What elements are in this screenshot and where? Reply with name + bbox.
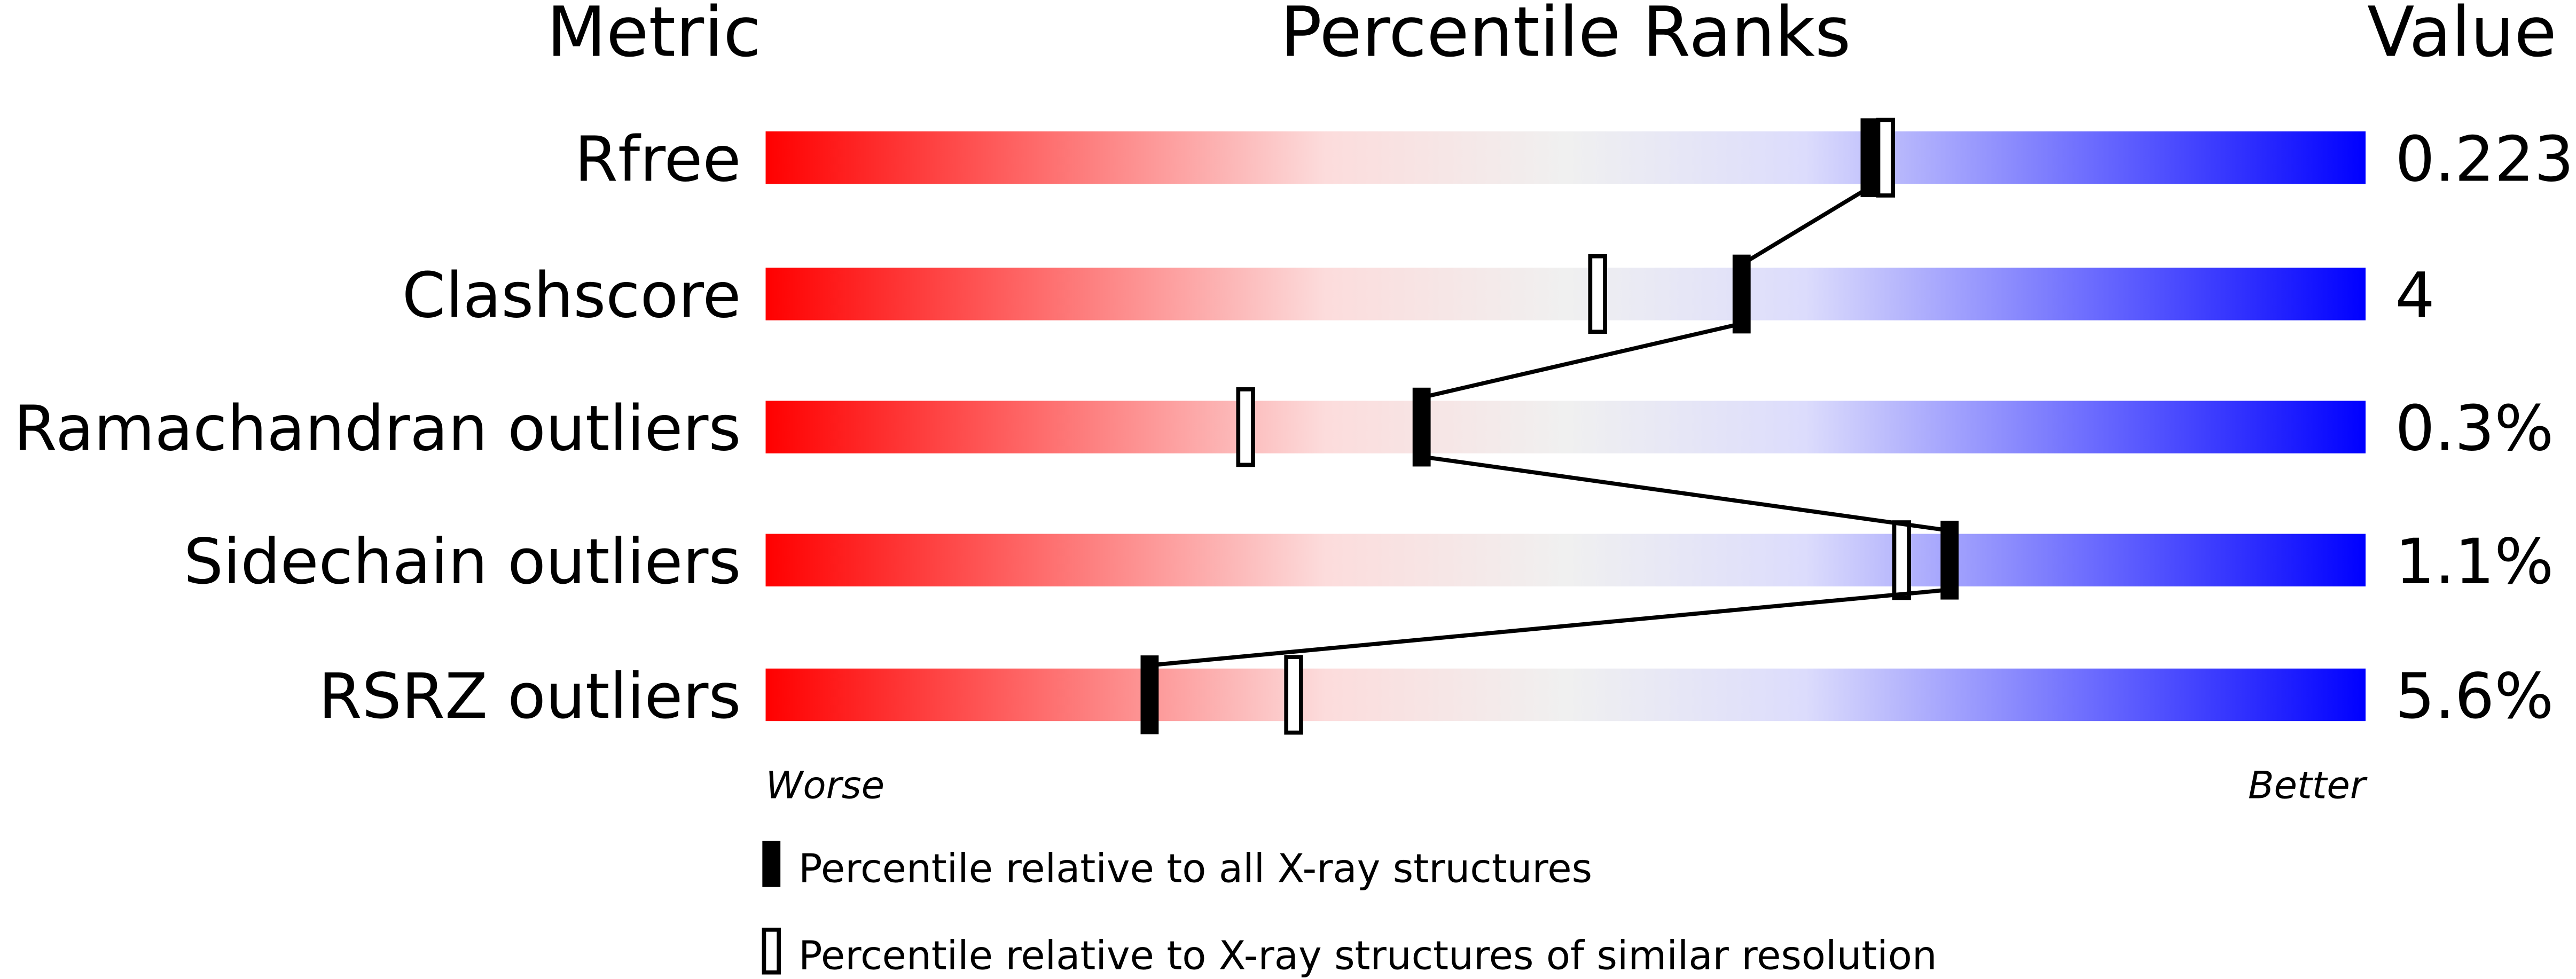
metric-row: Ramachandran outliers 0.3%	[13, 387, 2554, 467]
axis-label-better: Better	[2248, 763, 2368, 808]
metric-label: Clashscore	[402, 260, 741, 332]
connector-line	[1421, 455, 1950, 533]
connector-line	[1149, 588, 1950, 668]
marker-similar-resolution	[1588, 254, 1607, 334]
connector-line	[1421, 322, 1742, 400]
metric-label: RSRZ outliers	[318, 660, 741, 733]
metric-row: Clashscore 4	[402, 254, 2435, 334]
percentile-bar	[765, 268, 2366, 320]
metric-value: 1.1%	[2395, 526, 2554, 598]
connector-line	[1740, 185, 1871, 267]
marker-similar-resolution	[1284, 655, 1303, 735]
legend-filled-marker	[762, 841, 781, 887]
metric-label: Ramachandran outliers	[13, 393, 741, 465]
percentile-bar	[765, 401, 2366, 453]
percentile-bar	[765, 668, 2366, 722]
metric-value: 5.6%	[2395, 660, 2554, 733]
marker-similar-resolution	[1236, 387, 1255, 467]
marker-similar-resolution	[1892, 520, 1912, 600]
metric-value: 0.223	[2395, 123, 2574, 195]
metric-row: RSRZ outliers 5.6%	[318, 655, 2554, 735]
marker-similar-resolution	[1876, 118, 1896, 198]
percentile-bar	[765, 131, 2366, 184]
legend-open-marker	[762, 927, 781, 975]
header-value: Value	[2367, 0, 2557, 73]
metric-row: Rfree 0.223	[575, 118, 2574, 198]
header-percentile-ranks: Percentile Ranks	[1280, 0, 1851, 73]
header-metric: Metric	[547, 0, 762, 73]
percentile-bar	[765, 534, 2366, 586]
marker-all-structures	[1412, 387, 1431, 467]
marker-all-structures	[1140, 655, 1159, 734]
axis-label-worse: Worse	[765, 763, 884, 808]
marker-all-structures	[1732, 254, 1751, 334]
metric-label: Rfree	[575, 123, 741, 195]
metric-label: Sidechain outliers	[184, 526, 741, 598]
legend-label-all: Percentile relative to all X-ray structu…	[798, 846, 1592, 892]
marker-all-structures	[1860, 118, 1879, 198]
metric-row: Sidechain outliers 1.1%	[184, 520, 2554, 600]
metric-value: 0.3%	[2395, 393, 2554, 465]
legend-label-similar: Percentile relative to X-ray structures …	[798, 933, 1937, 979]
metric-value: 4	[2395, 260, 2434, 332]
marker-all-structures	[1940, 520, 1959, 600]
